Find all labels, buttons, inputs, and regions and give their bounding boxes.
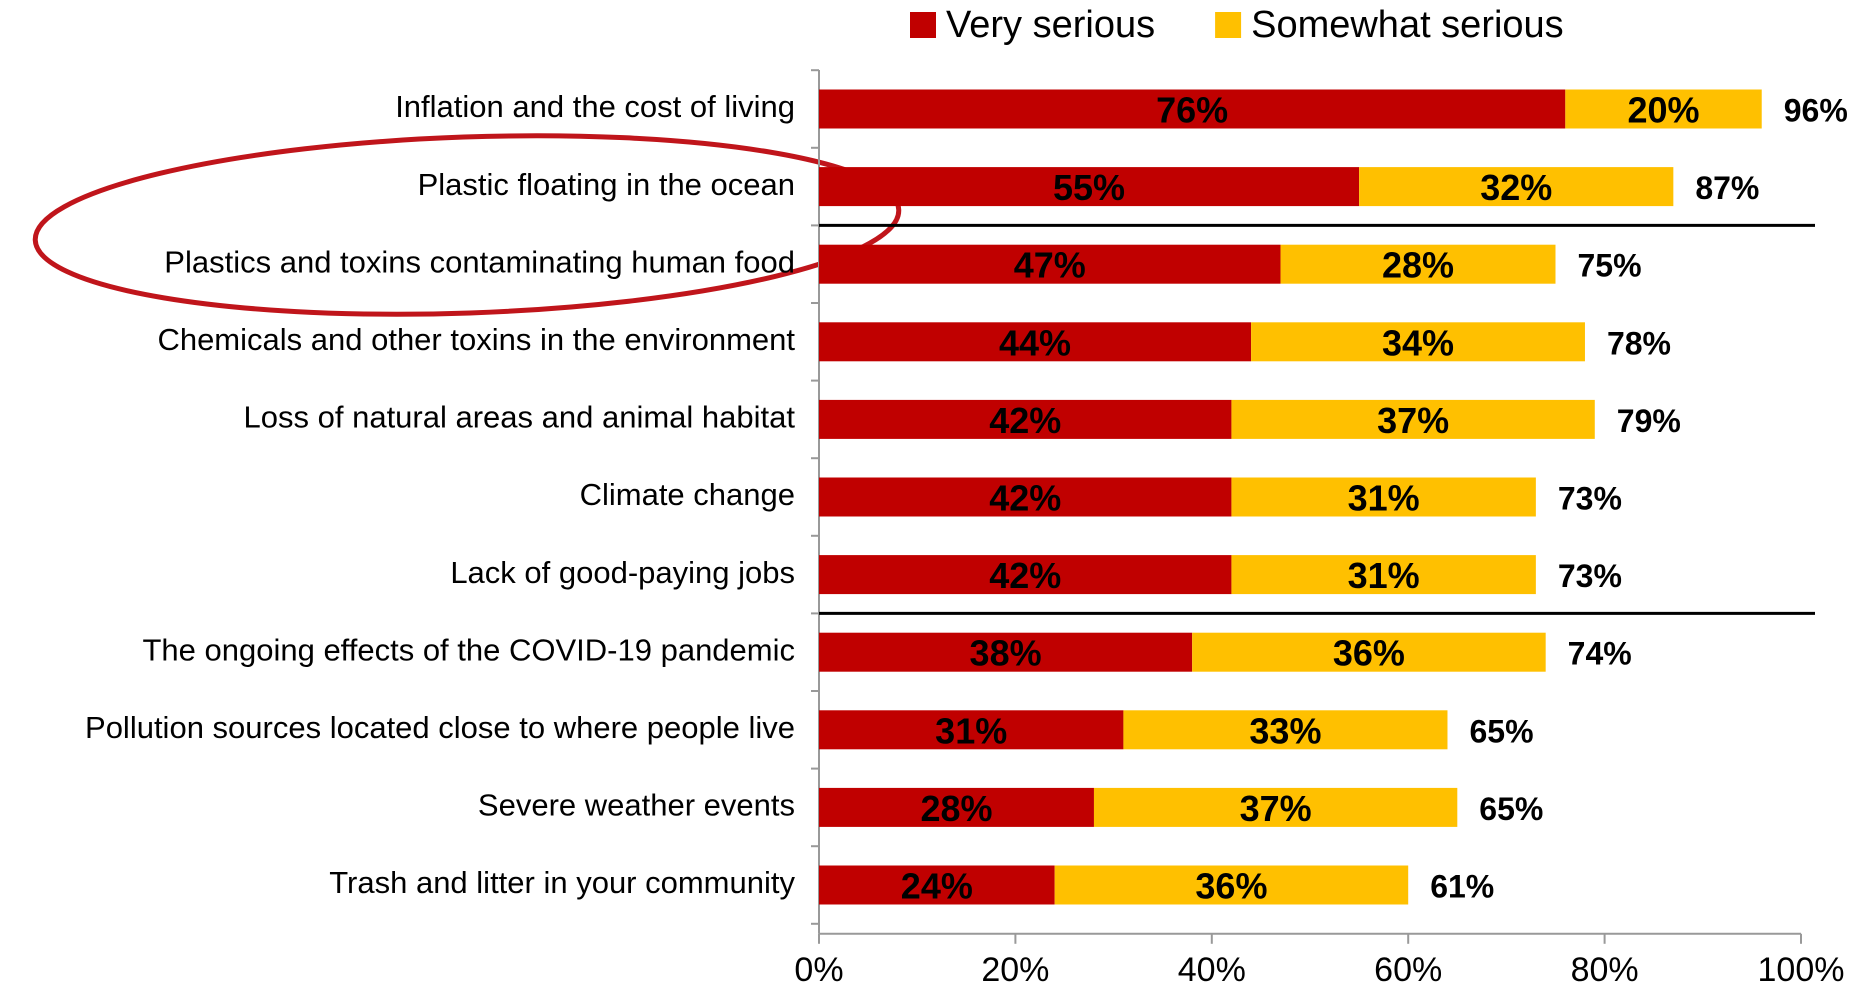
bar-segment — [1231, 399, 1595, 439]
category-label: Loss of natural areas and animal habitat — [244, 400, 796, 435]
total-label: 87% — [1695, 170, 1759, 206]
bar-segment — [819, 399, 1232, 439]
total-label: 65% — [1469, 713, 1533, 749]
bar-segment — [1231, 477, 1536, 517]
category-label: The ongoing effects of the COVID-19 pand… — [142, 632, 795, 667]
value-label: 47% — [1014, 245, 1086, 286]
bar-segment — [1359, 167, 1674, 207]
value-label: 20% — [1627, 90, 1699, 131]
total-label: 78% — [1607, 325, 1671, 361]
category-label: Severe weather events — [478, 788, 795, 823]
total-label: 73% — [1558, 480, 1622, 516]
bar-segment — [819, 244, 1281, 284]
bar-segment — [1251, 322, 1585, 362]
value-label: 33% — [1249, 710, 1321, 751]
value-label: 42% — [989, 478, 1061, 519]
total-label: 96% — [1784, 92, 1848, 128]
highlight-ellipse — [32, 133, 902, 317]
bar-segment — [1231, 555, 1536, 595]
category-label: Inflation and the cost of living — [395, 89, 795, 124]
value-label: 34% — [1382, 322, 1454, 363]
bar-segment — [819, 477, 1232, 517]
legend-label: Somewhat serious — [1251, 4, 1564, 46]
category-label: Plastics and toxins contaminating human … — [164, 244, 795, 279]
total-label: 61% — [1430, 868, 1494, 904]
total-label: 75% — [1578, 248, 1642, 284]
value-label: 28% — [1382, 245, 1454, 286]
value-label: 28% — [920, 788, 992, 829]
category-label: Pollution sources located close to where… — [85, 710, 795, 745]
category-label: Plastic floating in the ocean — [418, 167, 795, 202]
category-label: Climate change — [580, 477, 795, 512]
value-label: 31% — [1348, 555, 1420, 596]
bar-segment — [1054, 865, 1409, 905]
legend-swatch — [910, 12, 936, 38]
value-label: 31% — [1348, 478, 1420, 519]
bar-segment — [819, 322, 1252, 362]
bar-segment — [1280, 244, 1556, 284]
total-label: 73% — [1558, 558, 1622, 594]
bar-segment — [819, 787, 1094, 827]
value-label: 36% — [1195, 866, 1267, 907]
total-label: 79% — [1617, 403, 1681, 439]
category-label: Trash and litter in your community — [329, 865, 795, 900]
x-tick-label: 0% — [794, 951, 843, 989]
value-label: 42% — [989, 400, 1061, 441]
value-label: 55% — [1053, 167, 1125, 208]
bar-segment — [1123, 710, 1448, 750]
bar-segment — [1093, 787, 1458, 827]
value-label: 38% — [970, 633, 1042, 674]
category-label: Lack of good-paying jobs — [450, 555, 795, 590]
x-tick-label: 20% — [981, 951, 1049, 989]
value-label: 42% — [989, 555, 1061, 596]
value-label: 24% — [901, 866, 973, 907]
total-label: 65% — [1479, 791, 1543, 827]
x-tick-label: 60% — [1374, 951, 1442, 989]
bar-segment — [819, 167, 1360, 207]
value-label: 37% — [1240, 788, 1312, 829]
value-label: 37% — [1377, 400, 1449, 441]
bar-segment — [819, 710, 1124, 750]
value-label: 32% — [1480, 167, 1552, 208]
total-label: 74% — [1568, 636, 1632, 672]
category-label: Chemicals and other toxins in the enviro… — [157, 322, 795, 357]
legend-label: Very serious — [946, 4, 1155, 46]
bar-segment — [1192, 632, 1546, 672]
value-label: 31% — [935, 710, 1007, 751]
legend-swatch — [1215, 12, 1242, 38]
value-label: 44% — [999, 322, 1071, 363]
x-tick-label: 100% — [1758, 951, 1845, 989]
bar-segment — [819, 865, 1055, 905]
bar-segment — [819, 555, 1232, 595]
bar-segment — [819, 89, 1566, 129]
value-label: 36% — [1333, 633, 1405, 674]
x-tick-label: 80% — [1571, 951, 1639, 989]
bar-segment — [819, 632, 1193, 672]
bar-segment — [1565, 89, 1762, 129]
x-tick-label: 40% — [1178, 951, 1246, 989]
value-label: 76% — [1156, 90, 1228, 131]
